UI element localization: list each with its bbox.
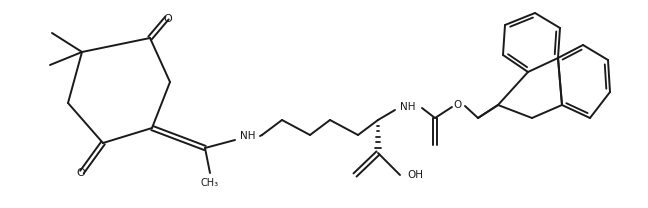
Text: O: O (454, 100, 462, 110)
Text: CH₃: CH₃ (201, 178, 219, 188)
Text: NH: NH (240, 131, 256, 141)
Text: O: O (76, 168, 86, 178)
Text: NH: NH (400, 102, 416, 112)
Text: O: O (164, 14, 172, 24)
Text: OH: OH (407, 170, 423, 180)
